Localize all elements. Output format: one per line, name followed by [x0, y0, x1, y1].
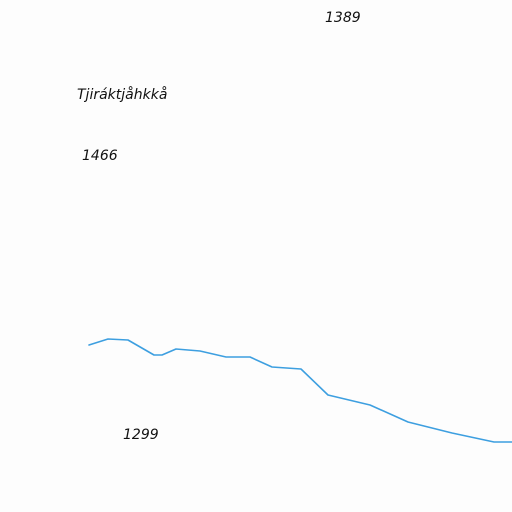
- elevation-label-bottom: 1299: [123, 427, 159, 443]
- stream-line: [88, 338, 512, 443]
- place-name-label: Tjiráktjåhkkå: [77, 87, 168, 103]
- elevation-label-top: 1389: [325, 10, 361, 26]
- elevation-label-left: 1466: [82, 148, 118, 164]
